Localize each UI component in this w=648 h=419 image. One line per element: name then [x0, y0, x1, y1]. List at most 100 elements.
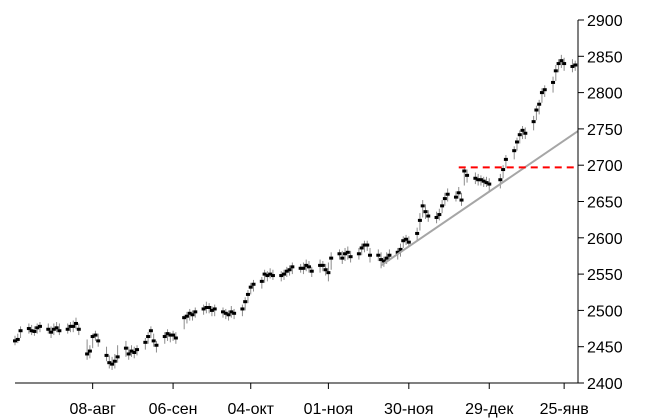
- price-bar: [356, 247, 361, 260]
- y-tick-label: 2850: [587, 49, 623, 66]
- price-bar: [290, 262, 295, 275]
- price-bar: [49, 326, 54, 338]
- trendline: [380, 130, 579, 267]
- y-tick-label: 2550: [587, 267, 623, 284]
- price-bar: [562, 57, 567, 71]
- price-bar: [85, 339, 90, 360]
- price-bar: [15, 333, 20, 344]
- x-tick-label: 29-дек: [465, 401, 514, 418]
- y-tick-label: 2750: [587, 122, 623, 139]
- price-bar: [376, 249, 381, 262]
- price-bar: [367, 247, 372, 263]
- price-bar: [240, 304, 245, 317]
- price-bar: [426, 210, 431, 222]
- price-bar: [359, 243, 364, 256]
- x-tick-label: 30-ноя: [384, 401, 434, 418]
- price-bar: [132, 346, 137, 359]
- plot-area: [13, 54, 579, 370]
- price-bar: [76, 323, 81, 336]
- y-tick-label: 2500: [587, 303, 623, 320]
- price-bar: [190, 310, 195, 321]
- price-bar: [415, 227, 420, 241]
- price-bar: [398, 243, 403, 257]
- price-bar: [87, 345, 92, 359]
- y-tick-label: 2600: [587, 231, 623, 248]
- price-bar: [301, 262, 306, 275]
- price-bar: [498, 173, 503, 189]
- price-bar: [65, 323, 70, 334]
- price-bar: [559, 54, 564, 68]
- price-bar: [542, 85, 547, 97]
- price-bar: [309, 266, 314, 278]
- x-tick-label: 25-янв: [540, 401, 589, 418]
- x-tick-label: 06-сен: [149, 401, 198, 418]
- price-bar: [96, 333, 101, 347]
- price-bar: [54, 322, 59, 333]
- price-bar: [71, 320, 76, 333]
- price-bar: [320, 261, 325, 272]
- y-ticks: 2400 2450 2500 2550 2600 2650 2700 2750 2800 2850…: [578, 13, 623, 393]
- price-bar: [340, 250, 345, 264]
- price-bar: [531, 115, 536, 131]
- price-bar: [248, 282, 253, 295]
- price-bar: [232, 308, 237, 320]
- x-axis: 08-авг 06-сен 04-окт 01-ноя 30-ноя 29-дек 25-я…: [15, 382, 589, 418]
- price-bar: [520, 125, 525, 140]
- price-bars: [13, 54, 578, 370]
- price-bar: [107, 355, 112, 369]
- price-bar: [46, 323, 51, 334]
- price-bar: [32, 326, 37, 336]
- price-bar: [417, 213, 422, 231]
- price-bar: [553, 65, 558, 81]
- price-bar: [184, 311, 189, 324]
- x-tick-label: 08-авг: [69, 401, 116, 418]
- price-bar: [534, 105, 539, 121]
- price-bar: [434, 211, 439, 224]
- price-bar: [420, 200, 425, 218]
- price-bar: [445, 188, 450, 202]
- price-bar: [512, 146, 517, 160]
- y-tick-label: 2400: [587, 376, 623, 393]
- price-bar: [270, 269, 275, 280]
- x-tick-label: 01-ноя: [304, 401, 354, 418]
- price-bar: [517, 130, 522, 144]
- y-tick-label: 2450: [587, 340, 623, 357]
- price-bar: [287, 265, 292, 276]
- price-bar: [18, 326, 23, 338]
- price-bar: [143, 337, 148, 350]
- price-bar: [345, 246, 350, 260]
- price-bar: [207, 303, 212, 314]
- price-bar: [135, 345, 140, 356]
- price-bar: [465, 169, 470, 183]
- price-bar: [381, 256, 386, 267]
- price-bar: [37, 322, 42, 333]
- price-bar: [523, 127, 528, 140]
- y-tick-label: 2900: [587, 13, 623, 30]
- y-axis: 2400 2450 2500 2550 2600 2650 2700 2750 2800 2850…: [577, 13, 623, 393]
- price-bar: [442, 192, 447, 206]
- x-tick-label: 04-окт: [227, 401, 274, 418]
- price-bar: [501, 165, 506, 179]
- price-bar: [171, 330, 176, 341]
- price-bar: [212, 304, 217, 317]
- price-bar: [146, 332, 151, 344]
- price-bar: [456, 186, 461, 199]
- price-bar: [112, 353, 117, 369]
- price-bar: [487, 178, 492, 192]
- price-bar: [226, 310, 231, 321]
- price-bar: [537, 99, 542, 115]
- price-bar: [326, 262, 331, 282]
- price-bar: [104, 346, 109, 362]
- price-bar: [440, 200, 445, 214]
- price-bar: [151, 333, 156, 347]
- y-tick-label: 2700: [587, 158, 623, 175]
- price-bar: [193, 307, 198, 318]
- price-bar: [26, 323, 31, 334]
- x-ticks: 08-авг 06-сен 04-окт 01-ноя 30-ноя 29-дек 25-я…: [69, 383, 589, 418]
- price-bar: [282, 269, 287, 280]
- price-bar: [115, 345, 120, 363]
- price-bar: [306, 261, 311, 273]
- price-bar: [123, 340, 128, 357]
- price-bar: [514, 137, 519, 151]
